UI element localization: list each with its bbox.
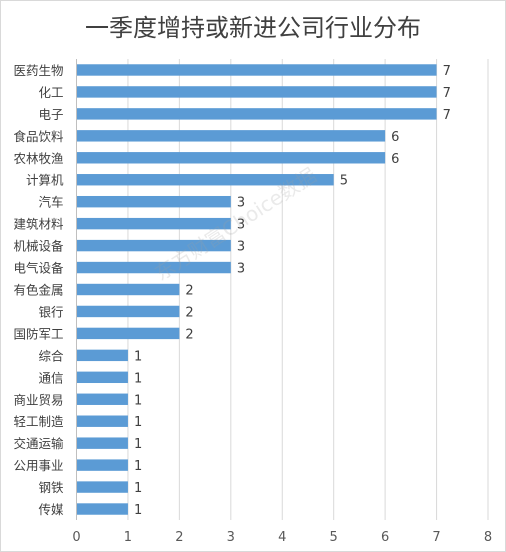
bar xyxy=(76,327,180,340)
category-label: 化工 xyxy=(38,85,63,100)
category-label: 电子 xyxy=(38,107,63,122)
bar xyxy=(76,174,334,186)
x-tick-label: 3 xyxy=(227,530,235,545)
category-label: 公用事业 xyxy=(13,458,63,473)
bar xyxy=(76,130,386,142)
x-tick-label: 2 xyxy=(175,530,183,545)
category-label: 国防军工 xyxy=(13,326,63,341)
data-label: 1 xyxy=(134,415,142,430)
bar xyxy=(76,371,128,384)
category-label: 通信 xyxy=(38,370,63,385)
bar xyxy=(76,152,386,164)
category-label: 交通运输 xyxy=(13,436,64,451)
bar xyxy=(76,305,180,318)
data-label: 3 xyxy=(237,218,245,233)
bar xyxy=(76,86,437,98)
data-label: 1 xyxy=(134,437,142,452)
bar xyxy=(76,108,437,120)
x-tick-label: 6 xyxy=(381,530,389,545)
bar xyxy=(76,239,231,252)
data-label: 1 xyxy=(134,503,142,518)
category-label: 医药生物 xyxy=(13,63,63,78)
category-label: 汽车 xyxy=(38,195,63,210)
category-label: 建筑材料 xyxy=(13,217,64,232)
bar xyxy=(76,64,437,76)
data-label: 1 xyxy=(134,371,142,386)
data-label: 6 xyxy=(391,152,399,167)
bar xyxy=(76,481,128,493)
data-label: 2 xyxy=(185,327,193,342)
category-label: 综合 xyxy=(38,348,64,363)
bar xyxy=(76,283,180,296)
x-tick-label: 8 xyxy=(484,530,492,545)
data-label: 7 xyxy=(443,64,451,79)
data-label: 7 xyxy=(443,108,451,123)
category-label: 机械设备 xyxy=(13,239,64,254)
category-label: 钢铁 xyxy=(38,480,64,495)
data-label: 6 xyxy=(391,130,399,145)
bar xyxy=(76,217,231,230)
category-label: 计算机 xyxy=(26,173,64,188)
x-tick-label: 5 xyxy=(330,530,338,545)
x-tick-label: 4 xyxy=(278,530,286,545)
data-label: 3 xyxy=(237,262,245,277)
chart-title: 一季度增持或新进公司行业分布 xyxy=(85,14,421,42)
bar xyxy=(76,503,128,515)
data-label: 1 xyxy=(134,459,142,474)
x-tick-label: 0 xyxy=(72,530,80,545)
category-label: 传媒 xyxy=(38,502,64,517)
data-label: 2 xyxy=(185,284,193,299)
bar xyxy=(76,349,128,362)
bar xyxy=(76,261,231,274)
x-tick-label: 1 xyxy=(124,530,132,545)
category-label: 电气设备 xyxy=(13,261,64,276)
category-label: 食品饮料 xyxy=(13,129,64,144)
category-label: 商业贸易 xyxy=(13,392,63,407)
data-label: 1 xyxy=(134,481,142,496)
data-label: 3 xyxy=(237,240,245,255)
data-label: 3 xyxy=(237,196,245,211)
bar xyxy=(76,415,128,427)
bar xyxy=(76,437,128,449)
bar xyxy=(76,459,128,471)
category-label: 银行 xyxy=(38,304,63,319)
category-label: 轻工制造 xyxy=(13,414,64,429)
data-label: 7 xyxy=(443,86,451,101)
data-label: 2 xyxy=(185,305,193,320)
category-label: 农林牧渔 xyxy=(13,151,63,166)
data-label: 5 xyxy=(340,174,348,189)
x-tick-label: 7 xyxy=(432,530,440,545)
bar xyxy=(76,393,128,405)
category-label: 有色金属 xyxy=(13,283,63,298)
data-label: 1 xyxy=(134,393,142,408)
data-label: 1 xyxy=(134,349,142,364)
bar xyxy=(76,195,231,208)
